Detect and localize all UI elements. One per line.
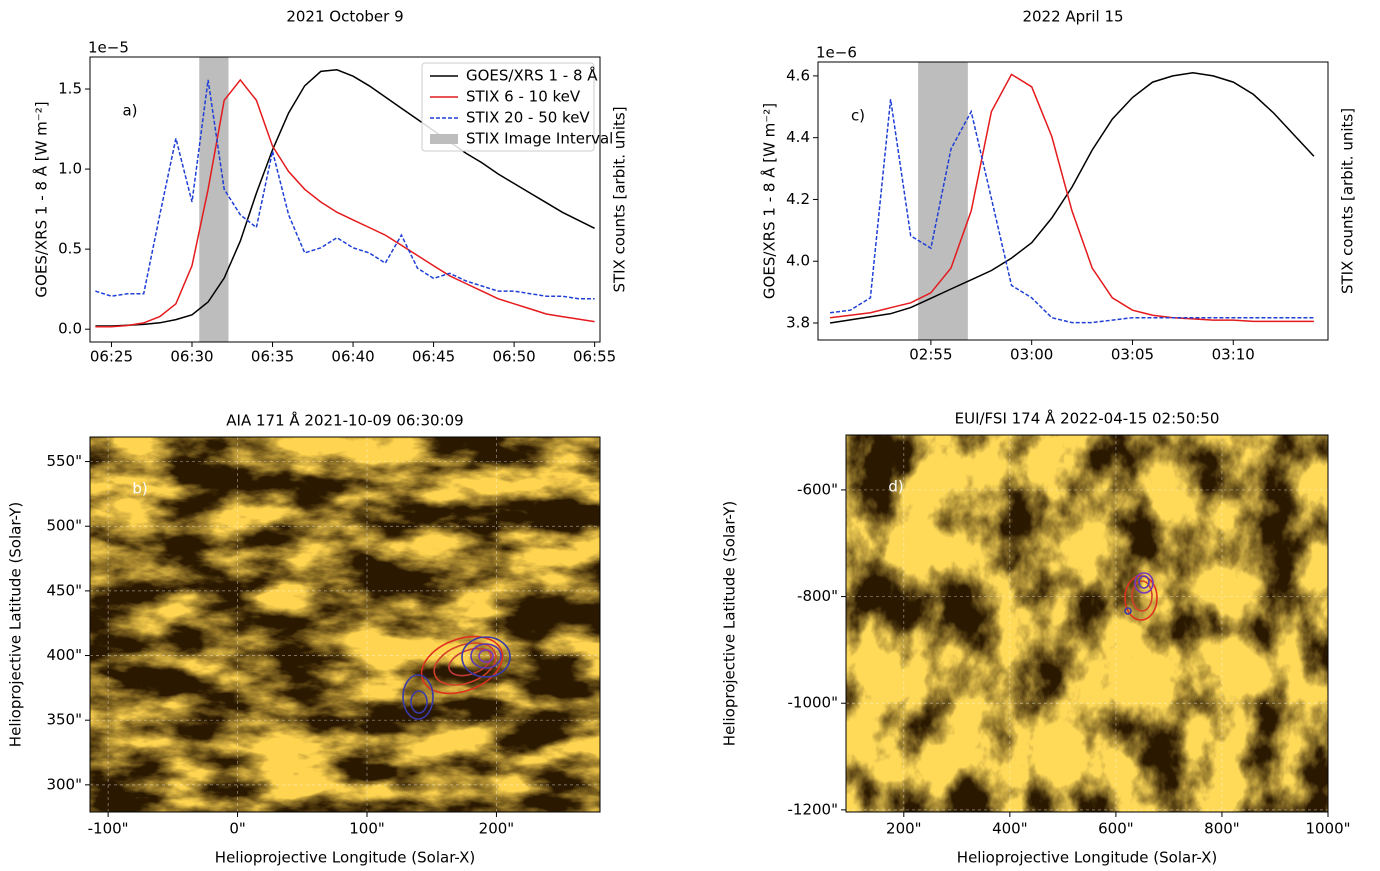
y-tick-label: 4.0 — [786, 252, 810, 270]
series-line — [830, 73, 1314, 323]
x-tick-label: 800" — [1204, 820, 1240, 838]
y-tick-label: 300" — [46, 775, 82, 793]
plot-frame — [817, 61, 1329, 341]
x-tick-label: 200" — [886, 820, 922, 838]
y-axis-label: Helioprojective Latitude (Solar-Y) — [721, 501, 739, 746]
y-tick-label: 450" — [46, 581, 82, 599]
legend-swatch — [430, 134, 458, 144]
y-offset-label: 1e−6 — [816, 44, 857, 62]
y-axis-label: GOES/XRS 1 - 8 Å [W m⁻²] — [32, 101, 51, 297]
x-tick-label: 03:00 — [1010, 346, 1053, 364]
y-tick-label: 0.5 — [58, 240, 82, 258]
x-tick-label: 06:35 — [251, 348, 294, 366]
chart-title: AIA 171 Å 2021-10-09 06:30:09 — [226, 411, 463, 430]
y-offset-label: 1e−5 — [88, 39, 129, 57]
y-tick-label: -1200" — [788, 800, 839, 818]
plot-frame — [89, 56, 601, 343]
x-axis-label: Helioprojective Longitude (Solar-X) — [215, 849, 475, 867]
x-tick-label: 600" — [1098, 820, 1134, 838]
series-line — [95, 79, 595, 300]
x-tick-label: 200" — [479, 820, 515, 838]
legend-label: GOES/XRS 1 - 8 Å — [466, 66, 598, 85]
y-tick-label: 3.8 — [786, 314, 810, 332]
panel-label: d) — [888, 478, 903, 496]
x-tick-label: 06:45 — [412, 348, 455, 366]
y-tick-label: -600" — [797, 480, 838, 498]
y-tick-label: -1000" — [788, 694, 839, 712]
y-tick-label: 1.5 — [58, 80, 82, 98]
x-tick-label: 02:55 — [909, 346, 952, 364]
stix-contours — [402, 572, 1158, 720]
y-tick-label: 4.2 — [786, 190, 810, 208]
image-interval — [918, 62, 968, 340]
y-tick-label: 500" — [46, 517, 82, 535]
legend-box — [421, 62, 595, 152]
x-axis-label: Helioprojective Longitude (Solar-X) — [957, 849, 1217, 867]
legend-label: STIX 20 - 50 keV — [466, 109, 590, 127]
legend-label: STIX Image Interval — [466, 130, 613, 148]
chart-title: 2022 April 15 — [1022, 8, 1123, 26]
y-tick-label: 4.6 — [786, 66, 810, 84]
y-tick-label: 0.0 — [58, 320, 82, 338]
x-tick-label: -100" — [88, 820, 129, 838]
plot-frame — [845, 434, 1329, 813]
y-tick-label: 4.4 — [786, 128, 810, 146]
y-tick-label: 400" — [46, 646, 82, 664]
x-tick-label: 100" — [349, 820, 385, 838]
chart-title: EUI/FSI 174 Å 2022-04-15 02:50:50 — [955, 409, 1220, 428]
y-axis-label: Helioprojective Latitude (Solar-Y) — [7, 502, 25, 747]
x-tick-label: 06:25 — [90, 348, 133, 366]
x-tick-label: 06:50 — [492, 348, 535, 366]
solar-image — [90, 437, 600, 812]
series-line — [95, 78, 595, 328]
x-tick-label: 1000" — [1305, 820, 1350, 838]
series-line — [830, 99, 1314, 324]
y-tick-label: 550" — [46, 452, 82, 470]
legend-label: STIX 6 - 10 keV — [466, 88, 581, 106]
x-tick-label: 06:40 — [331, 348, 374, 366]
series-line — [829, 72, 1315, 324]
x-tick-label: 06:30 — [170, 348, 213, 366]
x-tick-label: 06:55 — [573, 348, 616, 366]
y-axis-label: GOES/XRS 1 - 8 Å [W m⁻²] — [760, 103, 779, 299]
solar-image — [846, 435, 1328, 812]
y2-axis-label: STIX counts [arbit. units] — [611, 106, 629, 292]
series-line — [95, 69, 595, 327]
panel-label: a) — [122, 102, 137, 120]
x-tick-label: 03:10 — [1212, 346, 1255, 364]
chart-title: 2021 October 9 — [286, 8, 403, 26]
y-tick-label: 1.0 — [58, 160, 82, 178]
plot-frame — [89, 436, 601, 813]
x-tick-label: 0" — [229, 820, 245, 838]
y-tick-label: 350" — [46, 711, 82, 729]
legend: GOES/XRS 1 - 8 Å STIX 6 - 10 keV STIX 20 -… — [421, 62, 613, 152]
panel-label: b) — [132, 480, 147, 498]
y-tick-label: -800" — [797, 587, 838, 605]
panel-label: c) — [851, 107, 865, 125]
x-tick-label: 400" — [992, 820, 1028, 838]
y2-axis-label: STIX counts [arbit. units] — [1339, 108, 1357, 294]
x-tick-label: 03:05 — [1111, 346, 1154, 364]
